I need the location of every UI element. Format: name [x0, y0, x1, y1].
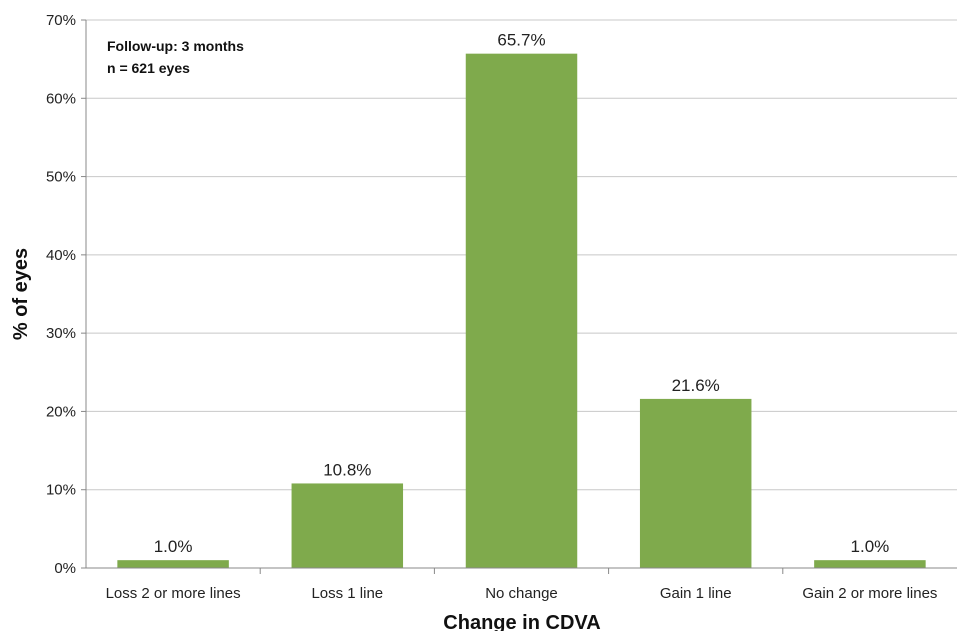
data-label: 10.8%	[323, 460, 371, 479]
x-axis-title: Change in CDVA	[443, 612, 600, 631]
data-label: 1.0%	[851, 537, 890, 556]
x-category-label: Loss 2 or more lines	[106, 585, 241, 602]
y-axis-title: % of eyes	[10, 248, 32, 340]
x-category-label: Loss 1 line	[311, 585, 383, 602]
data-label: 65.7%	[497, 31, 545, 50]
x-category-label: No change	[485, 585, 558, 602]
y-tick-label: 20%	[46, 403, 76, 420]
x-category-label: Gain 2 or more lines	[802, 585, 937, 602]
y-axis-ticks: 0% 10% 20% 30% 40% 50% 60% 70%	[46, 12, 86, 577]
bar	[814, 560, 926, 568]
bar	[639, 398, 752, 568]
data-labels: 1.0% 10.8% 65.7% 21.6% 1.0%	[154, 31, 890, 557]
bar	[465, 53, 578, 569]
annotation-sample-size: n = 621 eyes	[107, 60, 190, 76]
data-label: 1.0%	[154, 537, 193, 556]
y-tick-label: 30%	[46, 325, 76, 342]
x-axis-categories: Loss 2 or more lines Loss 1 line No change…	[106, 585, 938, 602]
bar	[117, 560, 229, 568]
bars	[117, 53, 926, 569]
y-tick-label: 50%	[46, 169, 76, 186]
y-tick-label: 10%	[46, 482, 76, 499]
x-category-label: Gain 1 line	[660, 585, 732, 602]
axes	[85, 20, 957, 574]
y-tick-label: 0%	[54, 560, 76, 577]
data-label: 21.6%	[672, 376, 720, 395]
y-tick-label: 60%	[46, 90, 76, 107]
bar	[291, 483, 404, 568]
y-tick-label: 70%	[46, 12, 76, 29]
annotation-followup: Follow-up: 3 months	[107, 38, 244, 54]
y-tick-label: 40%	[46, 247, 76, 264]
